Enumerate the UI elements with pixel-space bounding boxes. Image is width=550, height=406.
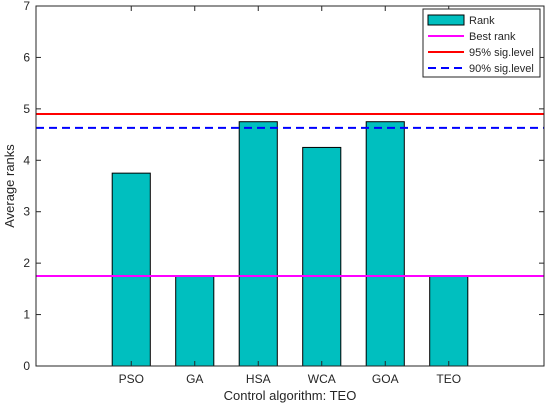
bar-teo [429,275,469,367]
y-tick-label: 3 [23,205,30,219]
y-tick-label: 6 [23,50,30,64]
x-tick-label: WCA [308,372,336,386]
bar-hsa [238,121,278,367]
x-axis-label: Control algorithm: TEO [224,388,357,403]
legend: Rank Best rank 95% sig.level 90% sig.level [422,8,541,78]
bar-goa [365,121,405,367]
y-tick-label: 0 [23,359,30,373]
y-tick-label: 5 [23,102,30,116]
legend-label: 95% sig.level [469,47,534,59]
x-tick-label: HSA [246,372,271,386]
y-tick-label: 2 [23,256,30,270]
axes [35,5,545,367]
x-tick-label: GA [186,372,203,386]
bars [111,121,469,367]
y-axis-label: Average ranks [2,144,17,228]
bar-wca [302,146,342,367]
legend-label: Best rank [469,31,516,43]
y-tick-label: 4 [23,153,30,167]
y-ticks: 0 1 2 3 4 5 6 7 [23,0,544,373]
legend-label: 90% sig.level [469,63,534,75]
x-ticks: PSO GA HSA WCA GOA TEO [119,6,461,386]
bar-ga [175,275,215,367]
legend-label: Rank [469,15,495,27]
x-tick-label: GOA [372,372,399,386]
x-tick-label: TEO [436,372,461,386]
legend-swatch-rank [427,14,465,26]
x-tick-label: PSO [119,372,144,386]
bar-pso [111,172,151,367]
axes-box [35,5,545,367]
y-tick-label: 7 [23,0,30,13]
y-tick-label: 1 [23,308,30,322]
reference-lines [36,113,544,277]
